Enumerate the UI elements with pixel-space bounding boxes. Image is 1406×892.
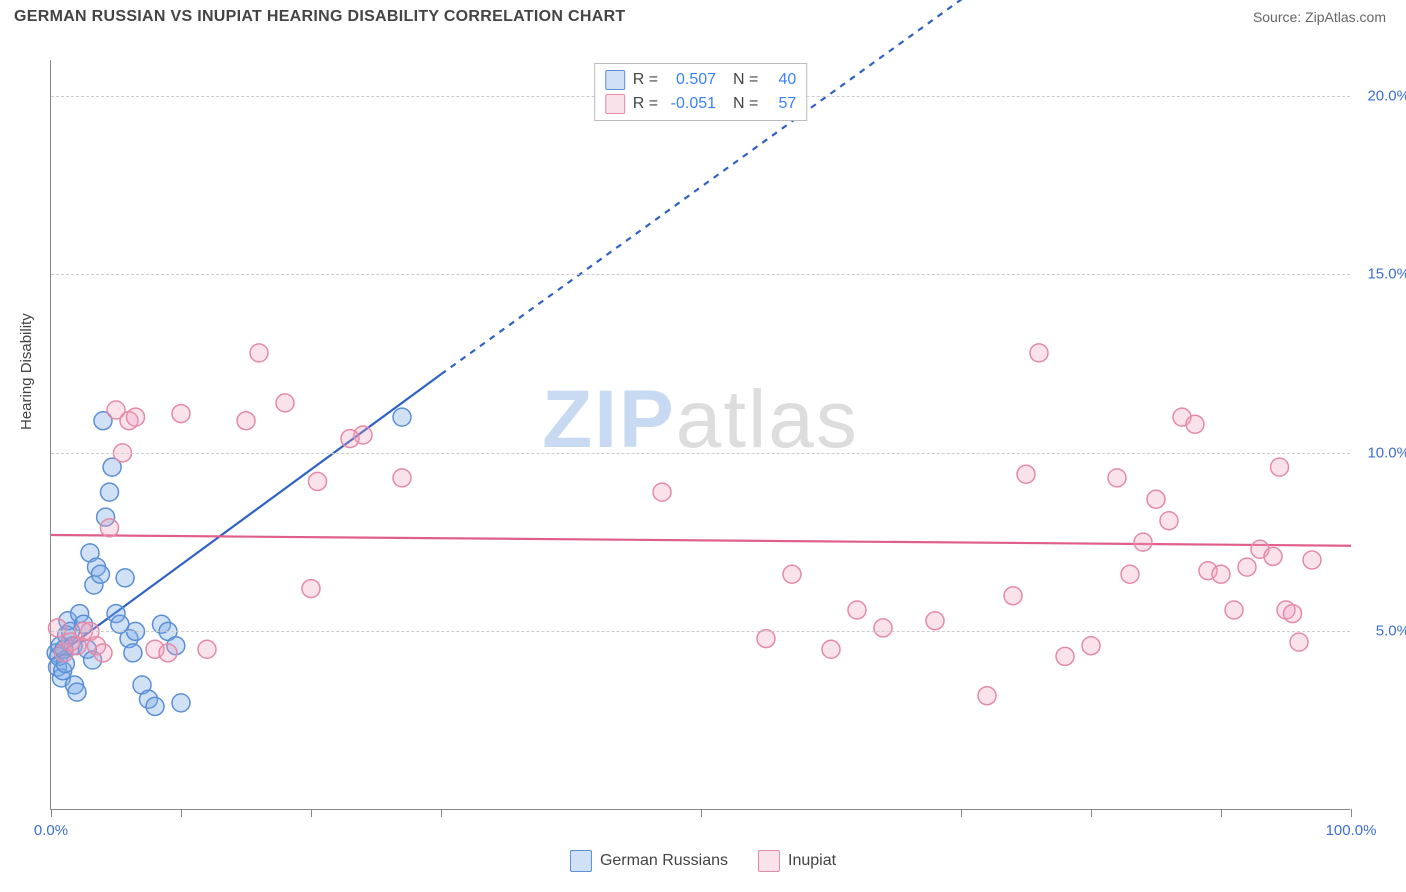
stat-r-blue: 0.507 <box>666 68 716 92</box>
legend-swatch-blue <box>570 850 592 872</box>
legend-swatch-pink <box>605 94 625 114</box>
legend-item: Inupiat <box>758 850 836 872</box>
y-tick-label: 10.0% <box>1367 444 1406 461</box>
y-tick-label: 5.0% <box>1376 623 1406 640</box>
legend-swatch-blue <box>605 70 625 90</box>
y-axis-title: Hearing Disability <box>18 313 35 430</box>
legend-bottom: German Russians Inupiat <box>570 850 836 872</box>
legend-label: Inupiat <box>788 852 836 870</box>
legend-stats-row: R = -0.051 N = 57 <box>605 92 797 116</box>
legend-swatch-pink <box>758 850 780 872</box>
y-tick-label: 15.0% <box>1367 266 1406 283</box>
legend-item: German Russians <box>570 850 728 872</box>
y-tick-label: 20.0% <box>1367 87 1406 104</box>
x-tick-label: 0.0% <box>34 822 68 839</box>
stat-n-blue: 40 <box>766 68 796 92</box>
stat-n-pink: 57 <box>766 92 796 116</box>
x-tick-label: 100.0% <box>1326 822 1377 839</box>
chart-plot-area: ZIPatlas R = 0.507 N = 40 R = -0.051 N =… <box>50 60 1350 810</box>
scatter-plot-svg <box>51 60 1350 809</box>
legend-stats-box: R = 0.507 N = 40 R = -0.051 N = 57 <box>594 63 808 121</box>
legend-stats-row: R = 0.507 N = 40 <box>605 68 797 92</box>
chart-header: GERMAN RUSSIAN VS INUPIAT HEARING DISABI… <box>0 0 1406 30</box>
chart-title: GERMAN RUSSIAN VS INUPIAT HEARING DISABI… <box>14 8 626 26</box>
source-label: Source: ZipAtlas.com <box>1253 9 1386 25</box>
stat-r-pink: -0.051 <box>666 92 716 116</box>
legend-label: German Russians <box>600 852 728 870</box>
